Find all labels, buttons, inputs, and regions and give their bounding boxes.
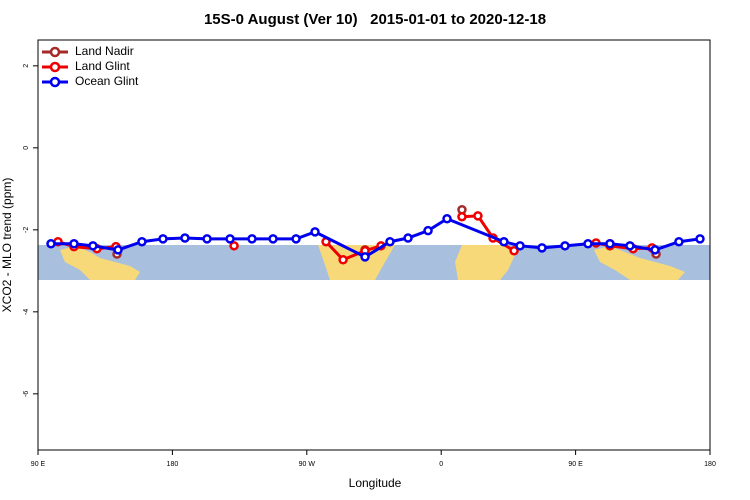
data-point (158, 234, 168, 244)
data-point (650, 245, 660, 255)
x-axis-label: Longitude (349, 476, 402, 490)
legend-entry: Land Glint (42, 59, 130, 73)
data-point (537, 243, 547, 253)
data-point (473, 211, 483, 221)
plot-frame (37, 39, 711, 451)
x-tick-label: 180 (167, 461, 179, 468)
series-line (50, 217, 701, 259)
data-point (88, 241, 98, 251)
data-point (515, 241, 525, 251)
legend-label: Ocean Glint (75, 74, 139, 88)
data-point (113, 245, 123, 255)
data-point (69, 239, 79, 249)
data-point (46, 239, 56, 249)
x-tick-label: 90 W (299, 461, 316, 468)
chart-title: 15S-0 August (Ver 10) 2015-01-01 to 2020… (204, 11, 546, 28)
data-point (583, 239, 593, 249)
data-point (180, 233, 190, 243)
data-point (457, 211, 467, 222)
x-tick-label: 90 E (31, 461, 46, 468)
x-tick-label: 90 E (568, 461, 583, 468)
land (60, 246, 140, 280)
data-point (509, 245, 519, 256)
legend-entry: Land Nadir (42, 44, 134, 58)
data-point (268, 234, 278, 244)
land (594, 246, 685, 280)
legend-label: Land Glint (75, 59, 130, 73)
data-point (560, 241, 570, 251)
legend-marker (49, 46, 61, 58)
data-point (338, 255, 348, 265)
data-point (247, 234, 257, 244)
y-tick-label: 2 (23, 64, 30, 68)
legend-marker (49, 76, 61, 88)
x-tick-label: 0 (439, 461, 443, 468)
data-point (137, 236, 147, 247)
data-point (625, 241, 635, 251)
legend-label: Land Nadir (75, 44, 134, 58)
data-point (605, 239, 615, 249)
data-point (229, 241, 239, 251)
series-line (324, 240, 382, 262)
data-point (310, 227, 320, 237)
y-axis-label: XCO2 - MLO trend (ppm) (0, 178, 14, 313)
y-tick-label: -2 (23, 227, 30, 233)
data-point (360, 252, 370, 262)
data-point (202, 234, 212, 244)
data-point (225, 234, 235, 244)
data-point (423, 225, 433, 236)
y-tick-label: 0 (23, 146, 30, 150)
data-point (442, 214, 452, 224)
data-point (499, 236, 509, 247)
data-point (695, 234, 705, 244)
data-point (403, 233, 413, 243)
legend-marker (49, 61, 61, 73)
data-point (674, 236, 684, 247)
land (455, 245, 515, 280)
y-tick-label: -6 (23, 391, 30, 397)
x-tick-label: 180 (704, 461, 716, 468)
data-point (385, 236, 395, 247)
legend-entry: Ocean Glint (42, 74, 139, 88)
y-tick-label: -4 (23, 309, 30, 315)
data-point (291, 234, 301, 244)
